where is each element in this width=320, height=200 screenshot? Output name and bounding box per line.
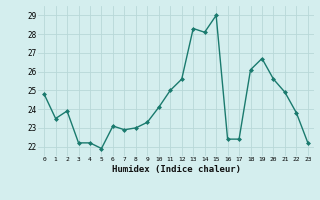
X-axis label: Humidex (Indice chaleur): Humidex (Indice chaleur) [111, 165, 241, 174]
